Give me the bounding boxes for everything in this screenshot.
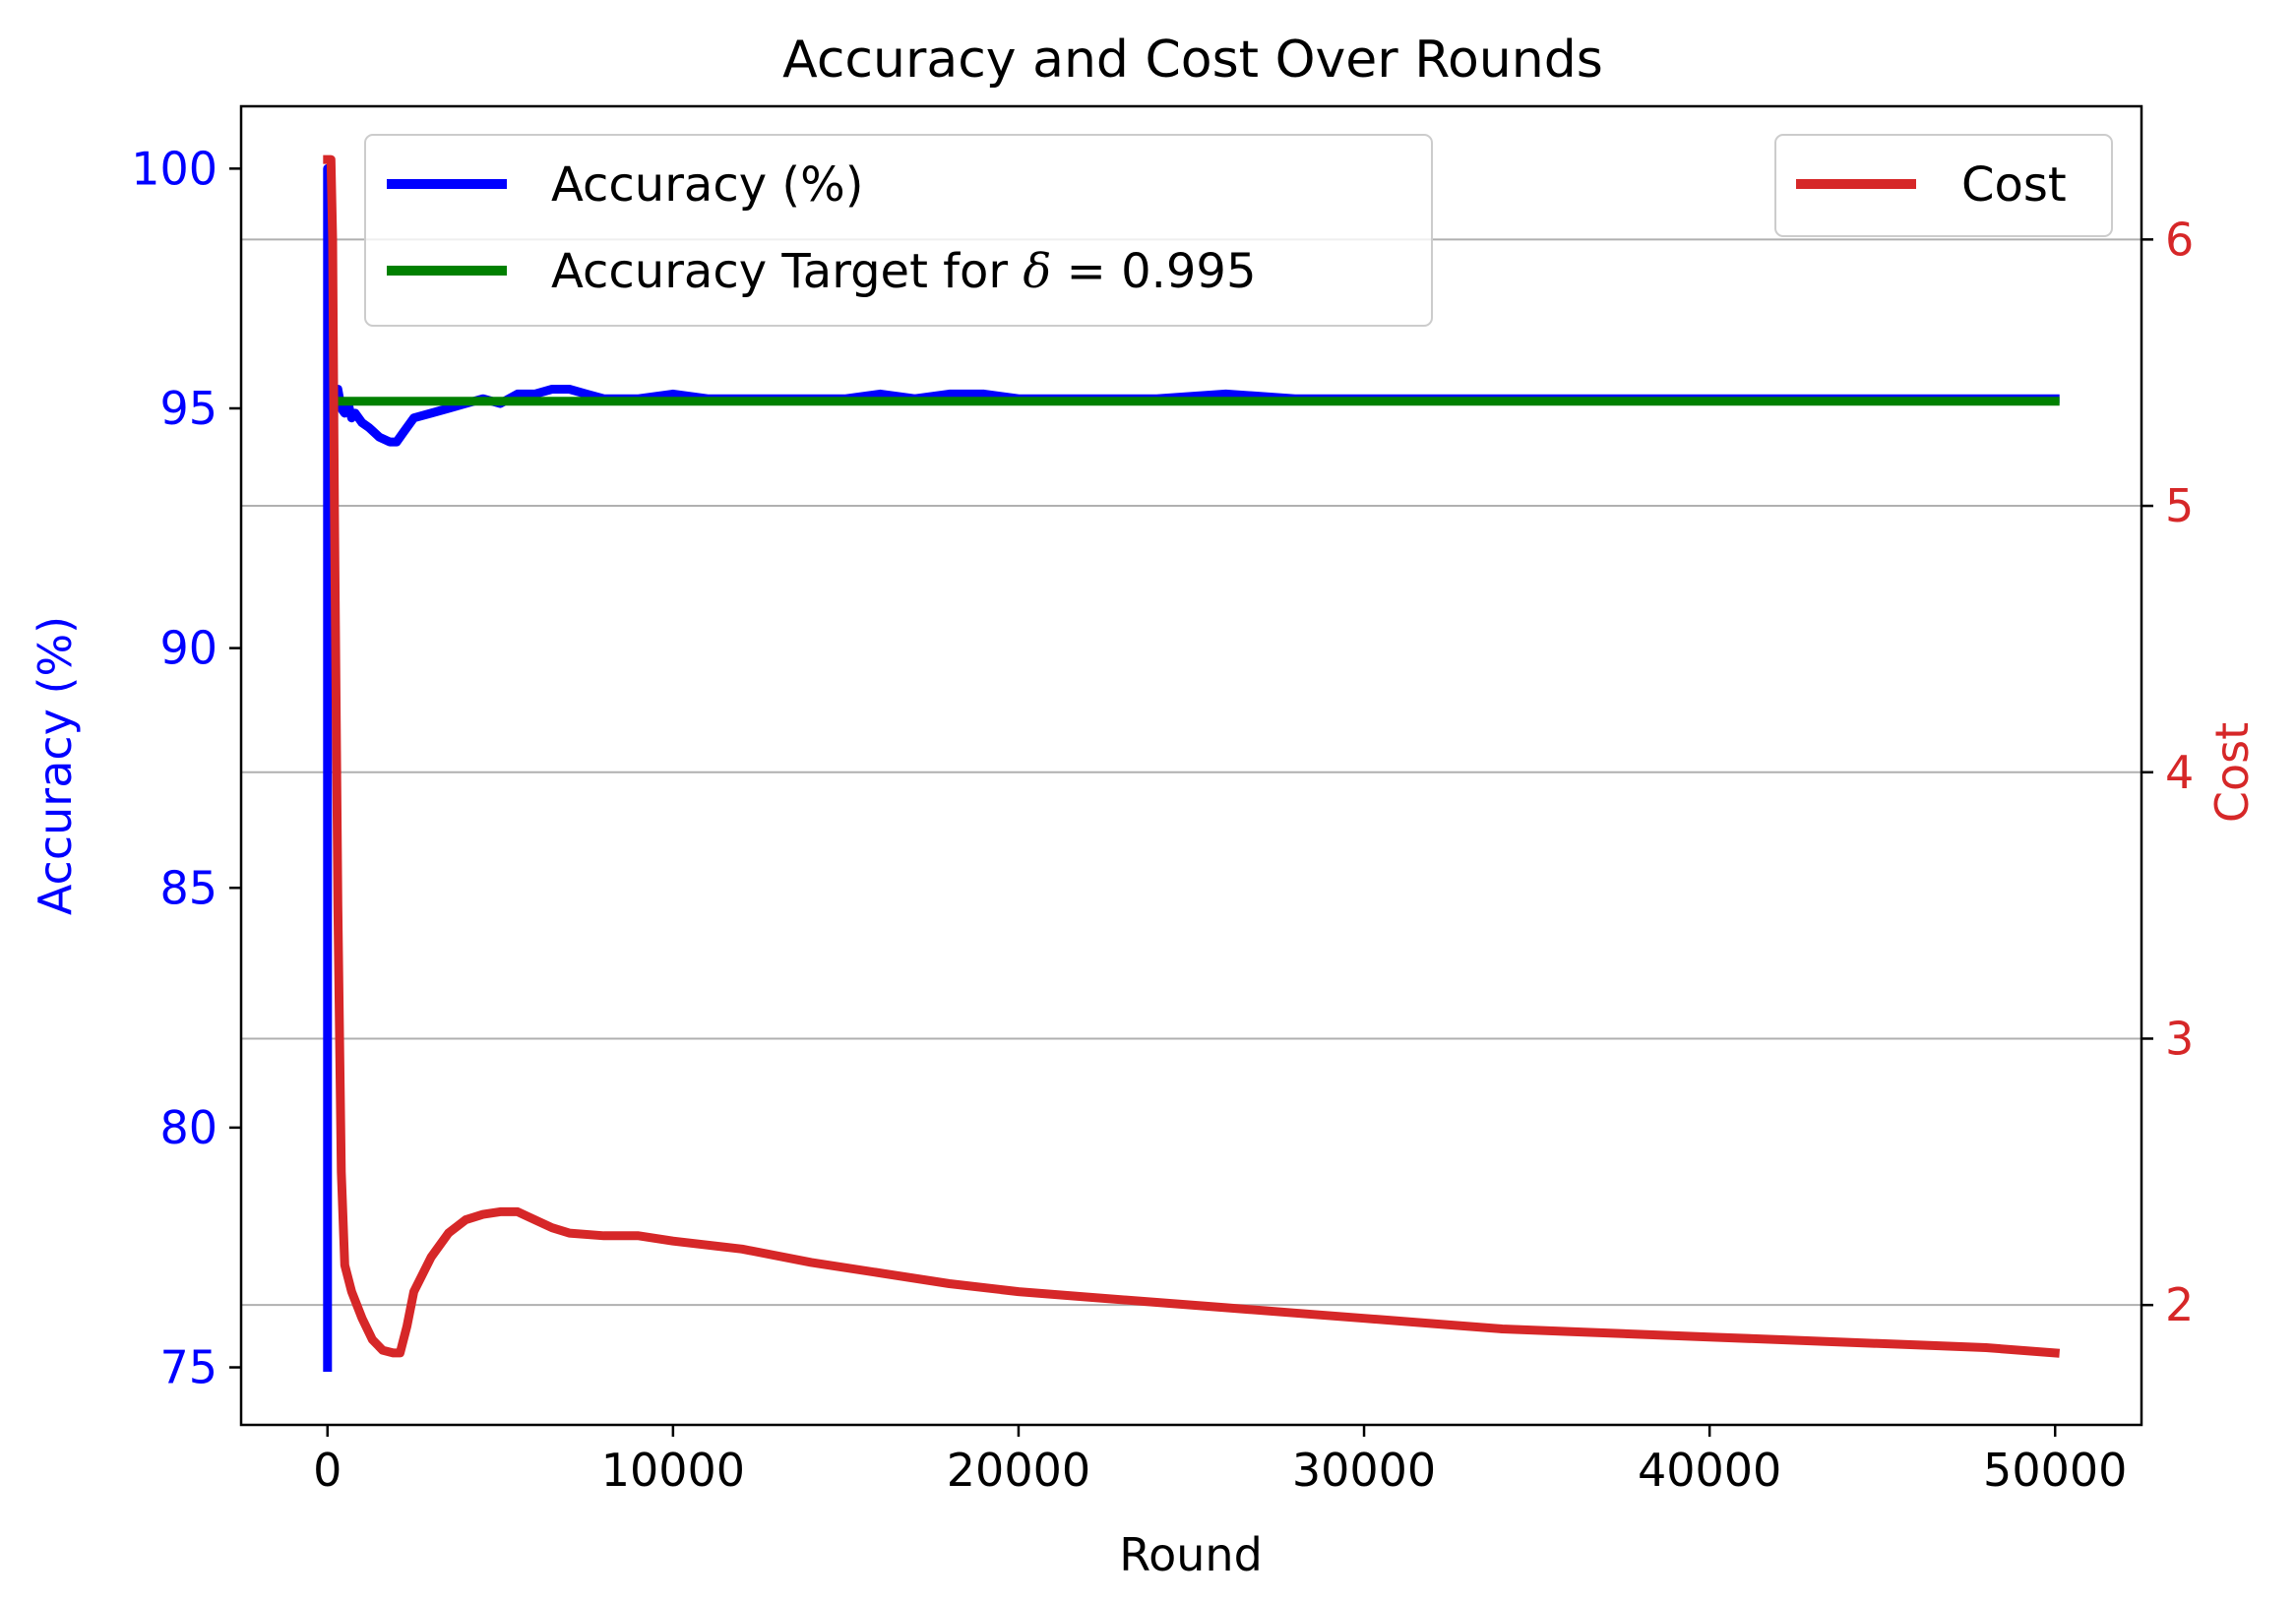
chart-title: Accuracy and Cost Over Rounds xyxy=(782,31,1603,90)
right-y-tick-label: 3 xyxy=(2165,1012,2194,1065)
left-y-tick-label: 85 xyxy=(159,861,217,914)
legend-target-label-suffix: = 0.995 xyxy=(1051,244,1256,299)
legend-right: Cost xyxy=(1774,134,2113,237)
legend-cost-label: Cost xyxy=(1961,157,2067,213)
legend-right-frame xyxy=(1774,134,2113,237)
x-tick-label: 30000 xyxy=(1292,1444,1436,1497)
left-y-axis-label: Accuracy (%) xyxy=(29,616,82,915)
x-tick-label: 20000 xyxy=(947,1444,1090,1497)
right-y-tick-label: 6 xyxy=(2165,213,2194,266)
right-y-tick-label: 4 xyxy=(2165,746,2194,799)
x-tick-label: 0 xyxy=(313,1444,341,1497)
left-y-tick-label: 90 xyxy=(159,622,217,675)
x-tick-label: 10000 xyxy=(601,1444,745,1497)
cost-line xyxy=(323,154,2061,1358)
grid-lines xyxy=(241,238,2141,1307)
left-y-tick-label: 95 xyxy=(159,382,217,435)
legend-accuracy-label: Accuracy (%) xyxy=(551,157,863,213)
x-tick-label: 50000 xyxy=(1983,1444,2127,1497)
legend-target-delta-symbol: δ xyxy=(1023,244,1051,299)
legend-left-frame xyxy=(364,134,1433,327)
legend-left: Accuracy (%) Accuracy Target for δ = 0.9… xyxy=(364,134,1433,327)
legend-target-label: Accuracy Target for δ = 0.995 xyxy=(551,244,1256,299)
legend-target-label-prefix: Accuracy Target for xyxy=(551,244,1023,299)
left-y-tick-label: 75 xyxy=(159,1341,217,1394)
x-axis-label: Round xyxy=(1119,1528,1263,1581)
x-axis: 0 10000 20000 30000 40000 50000 xyxy=(313,1425,2127,1497)
x-tick-label: 40000 xyxy=(1638,1444,1781,1497)
left-y-tick-label: 100 xyxy=(131,142,217,195)
right-y-tick-label: 2 xyxy=(2165,1278,2194,1331)
left-y-axis: 75 80 85 90 95 100 xyxy=(131,142,241,1394)
right-y-tick-label: 5 xyxy=(2165,479,2194,532)
plot-frame xyxy=(239,104,2143,1427)
series-group xyxy=(323,154,2061,1372)
left-y-tick-label: 80 xyxy=(159,1101,217,1154)
right-y-axis: 2 3 4 5 6 xyxy=(2141,213,2194,1331)
right-y-axis-label: Cost xyxy=(2205,722,2259,823)
